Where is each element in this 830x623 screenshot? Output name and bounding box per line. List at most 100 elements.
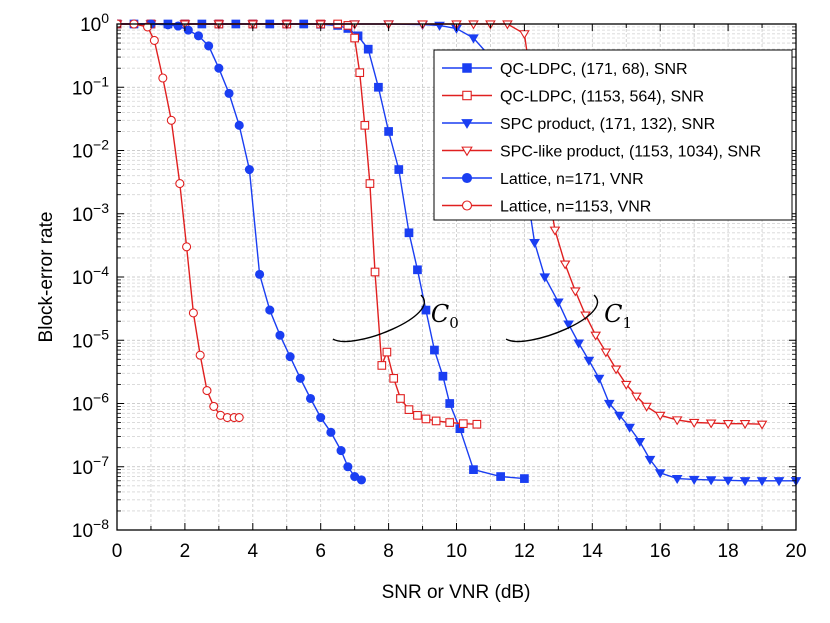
data-point [166, 115, 176, 125]
data-point [265, 305, 275, 315]
x-tick-label: 16 [650, 541, 671, 562]
data-point [739, 420, 751, 430]
data-point [559, 260, 571, 270]
data-point [404, 228, 414, 238]
data-point [549, 226, 561, 236]
data-point [421, 305, 431, 315]
data-point [539, 273, 551, 283]
data-point [496, 472, 505, 481]
annotation-label-0: C0 [431, 300, 459, 332]
x-tick-labels: 0 2 4 6 8 10 12 14 16 18 20 [112, 541, 807, 562]
data-point [671, 474, 683, 485]
x-tick-label: 10 [446, 541, 467, 562]
legend-marker [461, 119, 473, 129]
series-1 [117, 19, 482, 429]
legend-entry-5: Lattice, n=1153, VNR [442, 199, 651, 216]
data-point [722, 476, 734, 486]
y-tick-label: 10−7 [72, 453, 109, 479]
data-point [158, 73, 168, 83]
data-point [468, 34, 479, 44]
legend-label: SPC product, (171, 132), SNR [500, 116, 715, 133]
legend-entry-3: SPC-like product, (1153, 1034), SNR [442, 144, 761, 161]
data-point [234, 412, 244, 423]
x-tick-label: 2 [180, 541, 191, 562]
data-point [295, 373, 305, 383]
data-point [722, 420, 734, 430]
data-point [603, 399, 615, 409]
data-point [756, 477, 768, 487]
data-point [654, 469, 666, 479]
data-point [445, 418, 455, 427]
data-point [404, 405, 414, 414]
data-point [394, 165, 404, 174]
data-point [343, 21, 353, 30]
legend-entry-4: Lattice, n=171, VNR [442, 171, 644, 188]
annotation-arc-0 [332, 294, 425, 343]
data-point [343, 462, 353, 472]
data-point [202, 386, 212, 396]
data-point [355, 68, 365, 78]
legend: QC-LDPC, (171, 68), SNR QC-LDPC, (1153, 5… [433, 49, 793, 221]
y-tick-label: 10−5 [72, 326, 109, 352]
data-point [350, 33, 360, 43]
data-point [614, 411, 625, 421]
y-tick-label: 10−1 [72, 73, 109, 99]
data-point [624, 423, 635, 433]
data-point [316, 412, 326, 423]
data-point [370, 267, 380, 277]
data-point [365, 179, 375, 188]
series-5 [117, 19, 244, 423]
grid [117, 24, 796, 530]
data-point [396, 394, 405, 403]
data-point [377, 361, 387, 370]
data-point [430, 345, 439, 355]
legend-label: Lattice, n=171, VNR [500, 171, 644, 188]
y-axis-label: Block-error rate [36, 212, 57, 343]
data-point [183, 25, 193, 35]
data-point [382, 347, 392, 357]
data-point [469, 465, 478, 474]
data-point [356, 475, 366, 485]
y-tick-label: 10−2 [72, 137, 109, 163]
legend-marker [462, 63, 472, 73]
legend-entry-1: QC-LDPC, (1153, 564), SNR [442, 89, 704, 106]
data-point [705, 419, 717, 429]
data-point [163, 20, 173, 30]
legend-label: QC-LDPC, (1153, 564), SNR [500, 89, 704, 106]
y-tick-label: 10−4 [72, 263, 109, 289]
data-point [529, 238, 540, 249]
data-point [520, 474, 529, 483]
data-point [569, 287, 581, 297]
data-point [336, 446, 346, 456]
data-point [468, 20, 479, 30]
legend-entry-0: QC-LDPC, (171, 68), SNR [442, 61, 688, 78]
x-axis-label: SNR or VNR (dB) [382, 582, 531, 603]
data-point [384, 127, 393, 136]
data-point [438, 371, 448, 381]
x-tick-label: 4 [248, 541, 259, 562]
data-point [688, 418, 700, 428]
data-point [634, 437, 646, 448]
legend-entry-2: SPC product, (171, 132), SNR [442, 116, 715, 133]
data-point [305, 393, 316, 404]
data-point [182, 242, 192, 252]
data-point [458, 419, 468, 429]
data-point [739, 477, 751, 487]
data-point [593, 374, 605, 384]
data-point [502, 20, 513, 30]
data-point [214, 63, 224, 73]
legend-label: QC-LDPC, (171, 68), SNR [500, 61, 688, 78]
x-tick-label: 14 [582, 541, 604, 562]
data-point [224, 88, 234, 98]
data-point [143, 22, 153, 32]
y-tick-label: 100 [80, 10, 109, 36]
y-tick-label: 10−8 [72, 516, 109, 542]
data-point [195, 350, 205, 360]
data-point [472, 419, 482, 429]
data-point [641, 402, 652, 412]
data-point [773, 477, 785, 487]
x-tick-label: 0 [112, 541, 123, 562]
annotation-arc-1 [505, 294, 598, 343]
data-point [654, 411, 666, 421]
